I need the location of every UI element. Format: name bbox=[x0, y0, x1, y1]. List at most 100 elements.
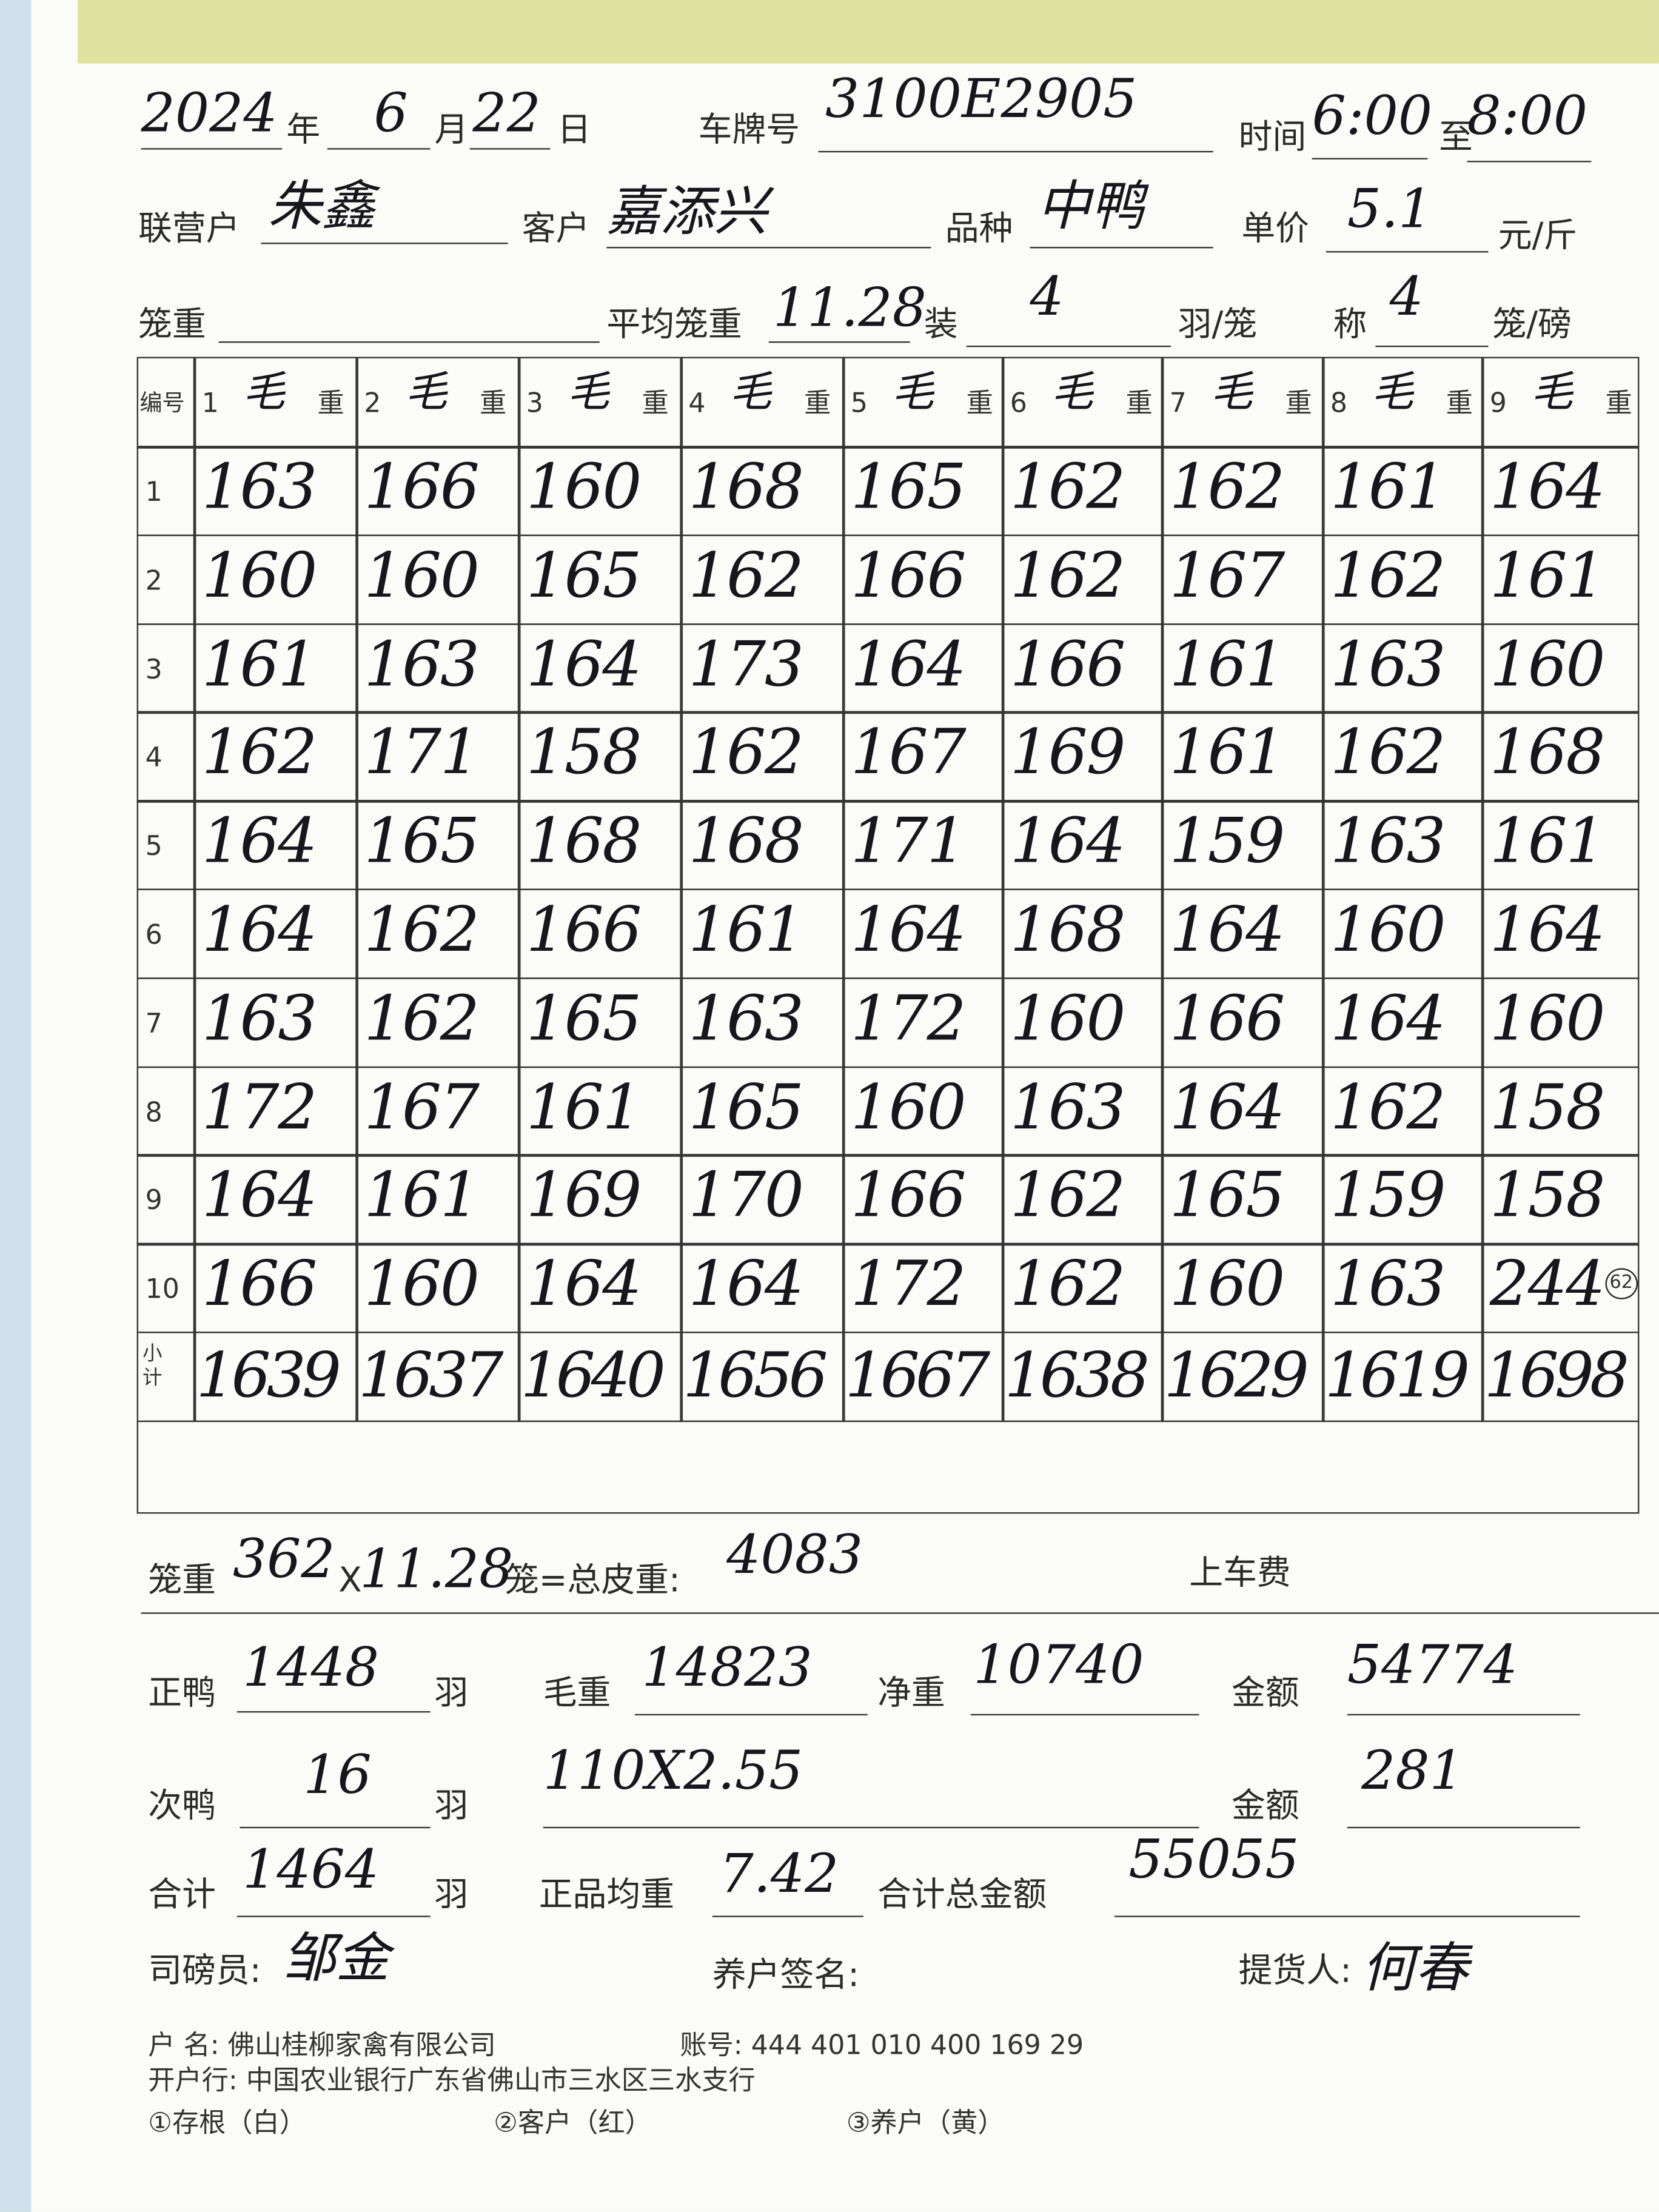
top-sheet bbox=[77, 0, 1659, 64]
weight-value: 166 bbox=[526, 894, 642, 967]
weight-value: 162 bbox=[688, 717, 804, 789]
weight-value: 172 bbox=[850, 983, 967, 1055]
label: 次鸭 bbox=[148, 1786, 216, 1826]
handwriting: 中鸭 bbox=[1036, 175, 1144, 237]
column-number: 8 bbox=[1330, 387, 1348, 419]
underline bbox=[236, 1915, 431, 1917]
weight-value: 168 bbox=[526, 805, 642, 878]
weight-value: 167 bbox=[1169, 540, 1285, 612]
underline bbox=[1114, 1915, 1580, 1917]
column-kind: 毛 bbox=[243, 368, 285, 418]
weight-value: 168 bbox=[688, 451, 804, 524]
underline bbox=[1347, 1826, 1580, 1829]
subtotal-value: 1667 bbox=[845, 1340, 991, 1412]
subtotal-value: 1619 bbox=[1324, 1340, 1470, 1412]
weight-value: 161 bbox=[526, 1071, 642, 1144]
weight-value: 169 bbox=[526, 1160, 642, 1232]
label: 正品均重 bbox=[538, 1874, 675, 1915]
handwriting: 362 bbox=[232, 1527, 335, 1590]
weight-value: 168 bbox=[1010, 894, 1126, 967]
weight-value: 164 bbox=[526, 628, 642, 701]
weight-value: 162 bbox=[1010, 451, 1126, 524]
row-number: 9 bbox=[145, 1185, 163, 1217]
column-kind: 毛 bbox=[567, 368, 610, 418]
underline bbox=[261, 243, 508, 244]
weight-value: 162 bbox=[1010, 1248, 1126, 1321]
handwriting: 4 bbox=[1389, 265, 1424, 327]
handwriting: 1448 bbox=[243, 1636, 380, 1699]
table-cell bbox=[680, 1332, 845, 1423]
weight-value: 164 bbox=[526, 1248, 642, 1321]
handwriting: 5.1 bbox=[1347, 178, 1433, 240]
label: 年 bbox=[286, 110, 321, 150]
weight-value: 160 bbox=[526, 451, 642, 524]
table-cell bbox=[136, 1332, 196, 1423]
underline bbox=[634, 1714, 868, 1716]
column-unit: 重 bbox=[1446, 387, 1473, 419]
weight-value: 165 bbox=[850, 451, 967, 524]
underline bbox=[768, 341, 910, 343]
underline bbox=[141, 1612, 1659, 1614]
column-unit: 重 bbox=[804, 387, 831, 419]
column-unit: 重 bbox=[1605, 387, 1632, 419]
label: X bbox=[338, 1560, 362, 1600]
handwriting: 3100E2905 bbox=[825, 67, 1138, 130]
underline bbox=[1030, 247, 1213, 249]
row-number: 6 bbox=[145, 919, 163, 951]
label: 日 bbox=[557, 110, 591, 150]
weight-value: 161 bbox=[1169, 628, 1285, 701]
footer-text: 开户行: 中国农业银行广东省佛山市三水区三水支行 bbox=[148, 2065, 756, 2097]
label: 司磅员: bbox=[148, 1951, 261, 1991]
table-cell bbox=[1321, 1332, 1484, 1423]
weight-value: 162 bbox=[1010, 1160, 1126, 1232]
label: 装 bbox=[923, 304, 958, 344]
weight-value: 163 bbox=[688, 983, 804, 1055]
weight-value: 165 bbox=[526, 540, 642, 612]
footer-text: ②客户（红） bbox=[494, 2107, 652, 2139]
weight-value: 161 bbox=[1169, 717, 1285, 789]
handwriting: 110X2.55 bbox=[543, 1739, 803, 1801]
footer-text: 户 名: 佛山桂柳家禽有限公司 bbox=[148, 2029, 496, 2062]
weight-value: 161 bbox=[201, 628, 318, 701]
label: 正鸭 bbox=[148, 1673, 216, 1713]
subtotal-value: 1656 bbox=[683, 1340, 828, 1412]
weight-value: 171 bbox=[364, 717, 480, 789]
handwriting: 54774 bbox=[1347, 1634, 1518, 1696]
weight-value: 166 bbox=[1169, 983, 1285, 1055]
weight-value: 162 bbox=[1330, 717, 1446, 789]
column-number: 4 bbox=[688, 387, 706, 419]
weight-value: 162 bbox=[1330, 1071, 1446, 1144]
footer-text: ①存根（白） bbox=[148, 2107, 306, 2139]
underline bbox=[966, 345, 1171, 347]
underline bbox=[712, 1915, 863, 1917]
weight-value: 163 bbox=[1010, 1071, 1126, 1144]
column-kind: 毛 bbox=[1371, 368, 1414, 418]
weight-value: 161 bbox=[688, 894, 804, 967]
label: 羽 bbox=[434, 1874, 469, 1915]
column-kind: 毛 bbox=[1530, 368, 1574, 418]
handwriting: 8:00 bbox=[1467, 84, 1588, 147]
subtotal-value: 1629 bbox=[1164, 1340, 1309, 1412]
underline bbox=[970, 1714, 1199, 1716]
weight-value: 164 bbox=[1169, 894, 1285, 967]
weight-value: 167 bbox=[364, 1071, 480, 1144]
weight-value: 158 bbox=[1489, 1160, 1606, 1232]
footer-text: ③养户（黄） bbox=[846, 2107, 1005, 2139]
underline bbox=[1312, 158, 1428, 159]
column-unit: 重 bbox=[642, 387, 669, 419]
weight-value: 172 bbox=[201, 1071, 318, 1144]
weight-value: 163 bbox=[201, 983, 318, 1055]
weight-value: 163 bbox=[364, 628, 480, 701]
label: 提货人: bbox=[1238, 1951, 1352, 1991]
weight-value: 164 bbox=[1169, 1071, 1285, 1144]
weight-value: 160 bbox=[201, 540, 318, 612]
handwriting: 14823 bbox=[642, 1636, 813, 1699]
label: 羽/笼 bbox=[1178, 304, 1258, 344]
row-number: 10 bbox=[145, 1274, 179, 1305]
column-unit: 重 bbox=[1125, 387, 1153, 419]
weight-value: 158 bbox=[526, 717, 642, 789]
row-number: 4 bbox=[145, 742, 163, 774]
weight-value: 161 bbox=[1489, 805, 1606, 878]
